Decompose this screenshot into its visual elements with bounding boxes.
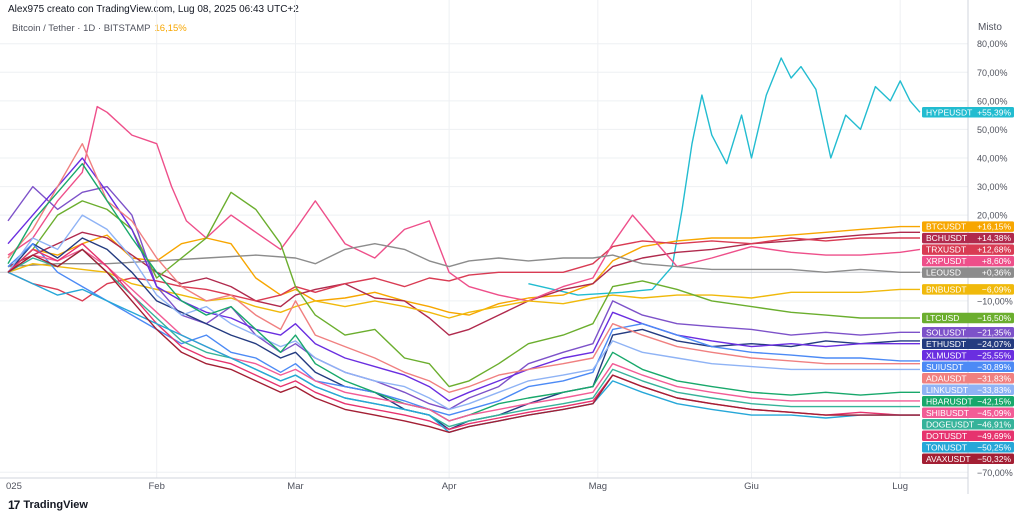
tradingview-logo-mark: 17 <box>8 498 20 512</box>
series-value-label: −24,07% <box>977 339 1011 349</box>
series-name-label: AVAXUSDT <box>926 454 971 464</box>
symbol-name: Bitcoin / Tether · 1D · BITSTAMP <box>12 23 151 34</box>
x-tick-label: 025 <box>6 481 22 492</box>
series-label-bnbusdt[interactable] <box>922 284 1014 295</box>
series-value-label: −25,55% <box>977 350 1011 360</box>
series-label-hbarusdt[interactable] <box>922 396 1014 407</box>
series-label-xrpusdt[interactable] <box>922 255 1014 267</box>
y-tick-label: −70,00% <box>977 468 1013 478</box>
series-name-label: ETHUSDT <box>926 339 966 349</box>
series-value-label: +14,38% <box>977 233 1011 243</box>
series-line-solusdt[interactable] <box>7 185 920 411</box>
x-tick-label: Lug <box>892 481 908 492</box>
series-name-label: ADAUSDT <box>926 373 967 383</box>
series-name-label: HYPEUSDT <box>926 107 972 117</box>
series-line-xlmusdt[interactable] <box>7 157 920 402</box>
series-line-tonusdt[interactable] <box>7 271 920 433</box>
series-label-solusdt[interactable] <box>922 327 1014 338</box>
series-name-label: DOGEUSDT <box>926 419 974 429</box>
y-tick-label: 40,00% <box>977 154 1008 164</box>
series-name-label: DOTUSDT <box>926 431 967 441</box>
series-label-bchusdt[interactable] <box>922 232 1014 244</box>
series-line-hypeusdt[interactable] <box>528 57 921 296</box>
series-label-dotusdt[interactable] <box>922 430 1014 442</box>
series-label-hypeusdt[interactable] <box>922 107 1014 118</box>
series-label-btcusdt[interactable] <box>922 221 1014 232</box>
series-value-label: −50,25% <box>977 442 1011 452</box>
series-line-trxusdt[interactable] <box>7 237 920 302</box>
x-tick-label: Mar <box>287 481 303 492</box>
series-label-shibusdt[interactable] <box>922 407 1014 419</box>
series-name-label: SOLUSDT <box>926 327 966 337</box>
series-label-ethusdt[interactable] <box>922 338 1014 350</box>
series-name-label: BTCUSDT <box>926 222 966 232</box>
series-value-label: +0,36% <box>982 268 1012 278</box>
y-tick-label: 80,00% <box>977 39 1008 49</box>
series-line-adausdt[interactable] <box>7 143 920 393</box>
series-name-label: TRXUSDT <box>926 245 966 255</box>
tradingview-logo[interactable]: 17 TradingView <box>8 498 88 512</box>
series-label-xlmusdt[interactable] <box>922 350 1014 361</box>
y-tick-label: 60,00% <box>977 96 1008 106</box>
series-name-label: LTCUSD <box>926 313 959 323</box>
x-tick-label: Giu <box>744 481 759 492</box>
y-tick-label: 30,00% <box>977 182 1008 192</box>
series-value-label: −45,09% <box>977 408 1011 418</box>
series-name-label: SHIBUSDT <box>926 408 969 418</box>
series-name-label: XLMUSDT <box>926 350 967 360</box>
series-label-avaxusdt[interactable] <box>922 453 1014 465</box>
series-line-linkusdt[interactable] <box>7 214 920 411</box>
symbol-line: Bitcoin / Tether · 1D · BITSTAMP 16,15% <box>12 23 187 34</box>
series-value-label: −6,09% <box>982 284 1012 294</box>
series-line-leousd[interactable] <box>7 243 920 273</box>
tradingview-logo-text: TradingView <box>23 499 88 511</box>
series-name-label: LEOUSD <box>926 268 961 278</box>
series-name-label: BCHUSDT <box>926 233 967 243</box>
series-label-suiusdt[interactable] <box>922 361 1014 373</box>
series-value-label: +12,68% <box>977 245 1011 255</box>
x-tick-label: Feb <box>149 481 165 492</box>
x-tick-label: Mag <box>589 481 607 492</box>
series-value-label: +55,39% <box>977 107 1011 117</box>
series-line-ltcusd[interactable] <box>7 191 920 388</box>
scale-mode-label[interactable]: Misto <box>978 22 1002 33</box>
series-value-label: −33,83% <box>977 385 1011 395</box>
y-tick-label: 70,00% <box>977 68 1008 78</box>
series-label-leousd[interactable] <box>922 267 1014 278</box>
series-value-label: +8,60% <box>982 256 1012 266</box>
series-line-suiusdt[interactable] <box>7 243 920 416</box>
x-tick-label: Apr <box>442 481 457 492</box>
series-value-label: −42,15% <box>977 396 1011 406</box>
series-name-label: SUIUSDT <box>926 362 963 372</box>
series-name-label: TONUSDT <box>926 442 967 452</box>
series-name-label: XRPUSDT <box>926 256 967 266</box>
y-tick-label: −10,00% <box>977 296 1013 306</box>
series-label-dogeusdt[interactable] <box>922 419 1014 430</box>
series-line-shibusdt[interactable] <box>7 248 920 422</box>
series-value-label: +16,15% <box>977 222 1011 232</box>
series-line-avaxusdt[interactable] <box>7 248 920 433</box>
series-value-label: −30,89% <box>977 362 1011 372</box>
series-label-linkusdt[interactable] <box>922 384 1014 396</box>
series-value-label: −16,50% <box>977 313 1011 323</box>
series-value-label: −50,32% <box>977 454 1011 464</box>
series-label-trxusdt[interactable] <box>922 244 1014 255</box>
y-tick-label: 20,00% <box>977 211 1008 221</box>
series-label-ltcusd[interactable] <box>922 312 1014 324</box>
series-value-label: −46,91% <box>977 419 1011 429</box>
series-value-label: −31,83% <box>977 373 1011 383</box>
chart-header: Alex975 creato con TradingView.com, Lug … <box>8 4 299 15</box>
series-name-label: LINKUSDT <box>926 385 968 395</box>
series-name-label: BNBUSDT <box>926 284 967 294</box>
y-tick-label: 50,00% <box>977 125 1008 135</box>
series-value-label: −21,35% <box>977 327 1011 337</box>
series-name-label: HBARUSDT <box>926 396 973 406</box>
series-label-tonusdt[interactable] <box>922 442 1014 453</box>
symbol-change: 16,15% <box>154 23 187 34</box>
series-line-xrpusdt[interactable] <box>7 105 921 302</box>
series-value-label: −49,69% <box>977 431 1011 441</box>
series-label-adausdt[interactable] <box>922 373 1014 384</box>
